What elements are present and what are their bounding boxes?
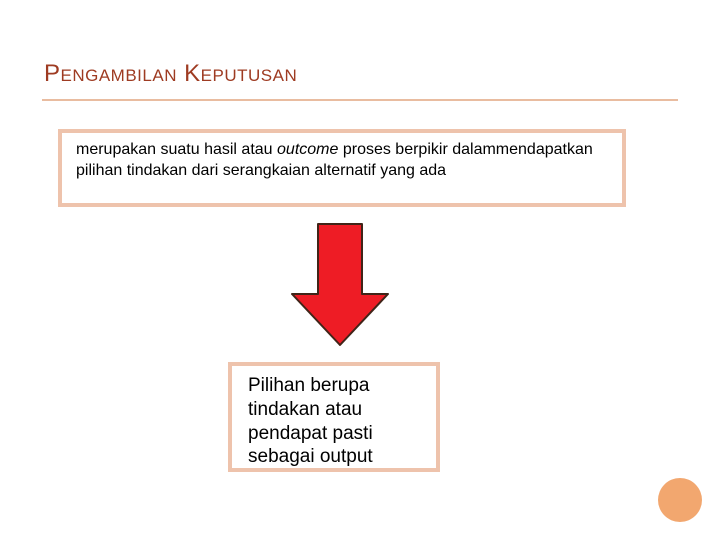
decor-dot	[658, 478, 702, 522]
slide-title: Pengambilan Keputusan	[44, 60, 297, 88]
title-underline	[42, 99, 678, 101]
output-text: Pilihan berupa tindakan atau pendapat pa…	[248, 374, 428, 469]
down-arrow-icon	[290, 222, 390, 347]
definition-text-prefix: merupakan suatu hasil atau	[76, 141, 277, 158]
slide: Pengambilan Keputusan merupakan suatu ha…	[0, 0, 720, 540]
definition-text: merupakan suatu hasil atau outcome prose…	[76, 140, 608, 182]
down-arrow	[290, 222, 390, 347]
definition-text-italic: outcome	[277, 141, 338, 158]
